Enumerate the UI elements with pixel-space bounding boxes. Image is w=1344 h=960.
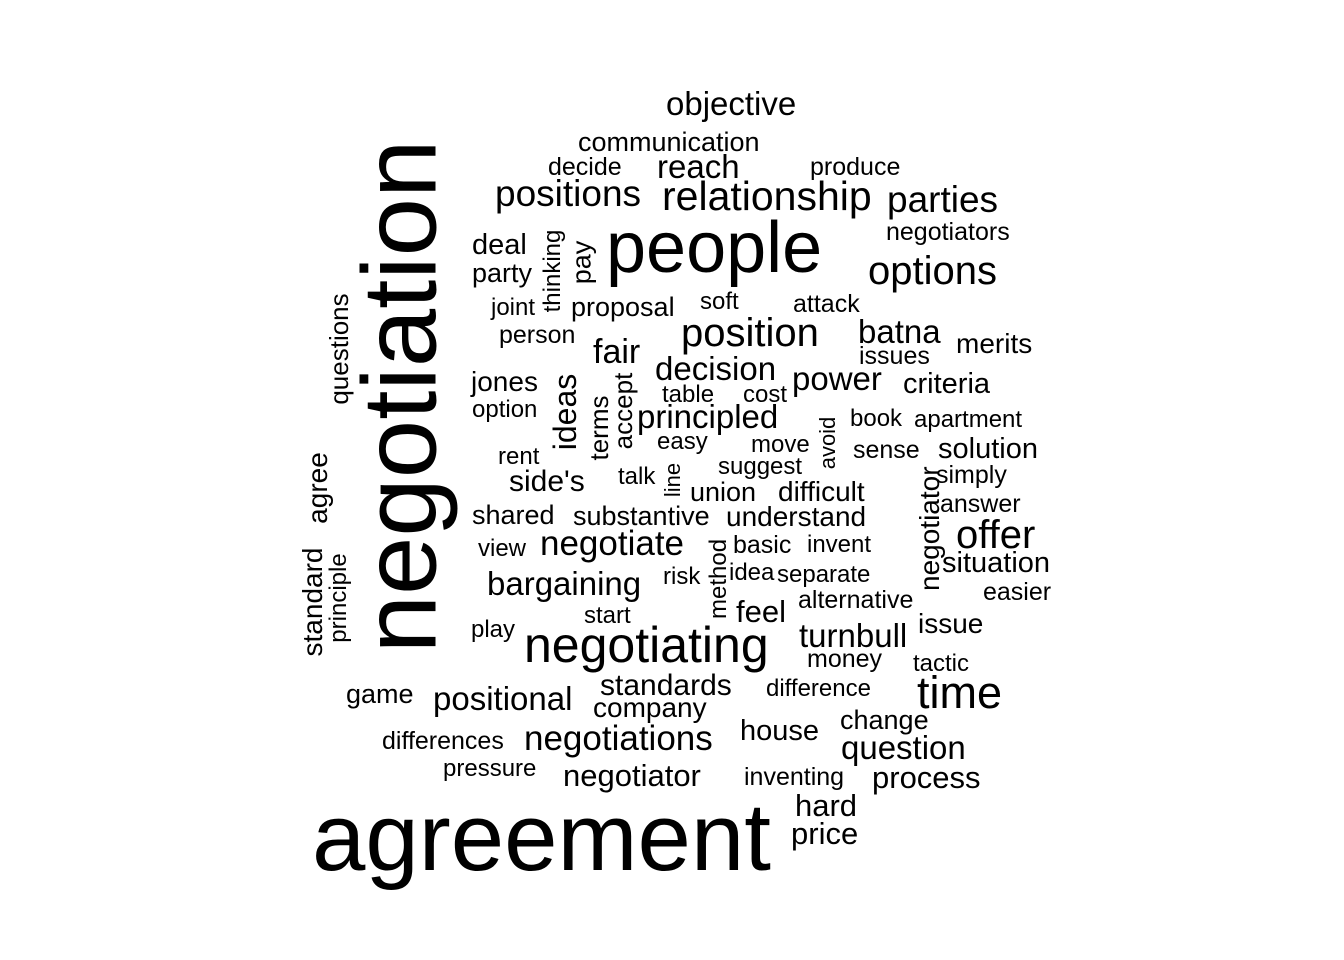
word-substantive: substantive [573, 501, 710, 531]
word-move: move [751, 431, 810, 458]
word-start: start [584, 602, 631, 629]
word-change: change [840, 705, 929, 735]
word-question: question [841, 729, 966, 766]
word-standard: standard [297, 547, 328, 657]
word-merits: merits [956, 328, 1033, 359]
word-offer: offer [956, 513, 1036, 557]
word-basic: basic [733, 531, 792, 559]
word-thinking: thinking [539, 229, 566, 313]
word-easier: easier [983, 578, 1052, 606]
word-communication: communication [578, 127, 760, 157]
word-negotiations: negotiations [524, 719, 713, 758]
word-positional: positional [433, 680, 573, 717]
word-pressure: pressure [443, 755, 537, 782]
word-avoid: avoid [815, 416, 840, 470]
word-decide: decide [548, 153, 622, 181]
word-idea: idea [729, 559, 775, 586]
word-issue: issue [918, 608, 984, 639]
word-union: union [690, 477, 757, 507]
word-company: company [593, 692, 707, 723]
word-invent: invent [807, 531, 872, 558]
word-negotiation: negotiation [341, 139, 459, 654]
word-cost: cost [743, 381, 788, 408]
word-simply: simply [936, 461, 1007, 489]
word-sense: sense [853, 436, 920, 464]
word-situation: situation [942, 547, 1051, 579]
word-time: time [917, 667, 1003, 718]
word-soft: soft [700, 288, 739, 315]
word-method: method [705, 538, 732, 619]
word-objective: objective [666, 85, 797, 122]
word-criteria: criteria [903, 368, 991, 400]
word-separate: separate [777, 561, 871, 588]
word-relationship: relationship [662, 173, 872, 219]
word-view: view [478, 535, 527, 562]
word-table: table [662, 381, 715, 408]
word-pay: pay [566, 240, 597, 285]
word-risk: risk [663, 563, 701, 590]
word-joint: joint [491, 294, 536, 321]
word-talk: talk [618, 463, 656, 490]
word-negotiate: negotiate [540, 524, 685, 563]
word-shared: shared [472, 500, 555, 530]
word-agreement: agreement [312, 784, 771, 891]
word-bargaining: bargaining [487, 565, 642, 602]
word-party: party [472, 258, 533, 288]
word-negotiator: negotiator [563, 758, 701, 793]
word-answer: answer [940, 490, 1021, 518]
word-process: process [872, 760, 981, 795]
word-power: power [792, 360, 882, 397]
word-house: house [740, 715, 820, 747]
word-book: book [850, 405, 903, 432]
word-apartment: apartment [914, 406, 1023, 433]
word-play: play [471, 616, 516, 643]
word-easy: easy [657, 428, 708, 455]
word-differences: differences [382, 727, 504, 755]
word-money: money [807, 645, 883, 673]
word-agree: agree [302, 452, 333, 524]
word-batna: batna [858, 313, 941, 350]
word-understand: understand [726, 501, 867, 532]
word-parties: parties [887, 179, 999, 220]
word-option: option [472, 396, 538, 423]
word-reach: reach [657, 148, 740, 185]
word-sides: side's [509, 465, 585, 498]
word-jones: jones [471, 366, 538, 397]
word-inventing: inventing [744, 763, 845, 791]
word-attack: attack [793, 290, 860, 318]
word-feel: feel [736, 594, 786, 629]
word-principled: principled [637, 398, 779, 435]
word-principle: principle [325, 553, 352, 643]
word-hard: hard [795, 788, 858, 823]
word-difference: difference [766, 675, 871, 702]
word-negotiating: negotiating [524, 617, 769, 673]
word-negotiators: negotiators [886, 218, 1010, 246]
word-suggest: suggest [718, 453, 803, 480]
word-position: position [681, 311, 819, 355]
word-issues: issues [859, 342, 930, 370]
word-standards: standards [600, 669, 732, 702]
word-solution: solution [938, 433, 1038, 465]
word-alternative: alternative [798, 586, 914, 614]
word-price: price [791, 816, 859, 851]
word-game: game [346, 679, 414, 709]
word-ideas: ideas [547, 373, 583, 451]
word-rent: rent [498, 443, 540, 470]
word-options: options [868, 249, 997, 293]
word-decision: decision [655, 350, 777, 387]
word-tactic: tactic [913, 650, 970, 677]
word-deal: deal [472, 229, 527, 261]
word-difficult: difficult [778, 476, 865, 507]
word-produce: produce [810, 153, 901, 181]
word-person: person [499, 321, 576, 349]
word-positions: positions [495, 173, 642, 214]
word-turnbull: turnbull [799, 617, 908, 654]
word-questions: questions [324, 293, 354, 405]
word-proposal: proposal [571, 292, 675, 322]
word-fair: fair [593, 333, 641, 371]
word-people: people [606, 208, 823, 288]
word-terms: terms [584, 395, 614, 461]
